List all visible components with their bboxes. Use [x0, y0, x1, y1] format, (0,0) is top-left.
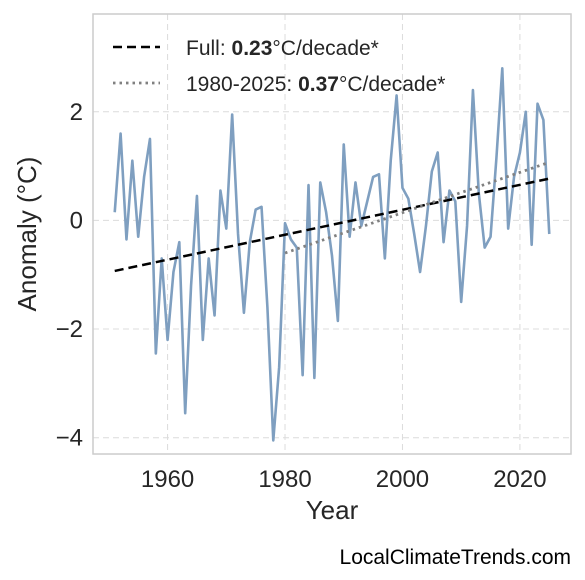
trend-line-1980-2025 [284, 160, 550, 255]
y-axis-label: Anomaly (°C) [12, 157, 42, 312]
y-tick-label: 0 [70, 207, 83, 234]
tick-labels: 1960 1980 2000 2020 −4 −2 0 2 [56, 99, 547, 493]
legend-entry: 1980-2025: 0.37°C/decade* [186, 73, 445, 96]
legend-entry: Full: 0.23°C/decade* [186, 37, 379, 60]
plot-frame [92, 13, 572, 455]
legend: Full: 0.23°C/decade* 1980-2025: 0.37°C/de… [113, 37, 445, 96]
series-layer [113, 67, 551, 442]
y-tick-label: −2 [56, 316, 83, 343]
x-tick-label: 1960 [141, 466, 194, 493]
x-axis-label: Year [306, 495, 359, 525]
y-tick-label: −4 [56, 425, 83, 452]
y-tick-label: 2 [70, 99, 83, 126]
anomaly-series-line [113, 67, 551, 442]
credit-text: LocalClimateTrends.com [339, 546, 571, 569]
x-tick-label: 1980 [258, 466, 311, 493]
trend-line-full [114, 177, 550, 273]
x-tick-label: 2000 [376, 466, 429, 493]
x-tick-label: 2020 [493, 466, 546, 493]
